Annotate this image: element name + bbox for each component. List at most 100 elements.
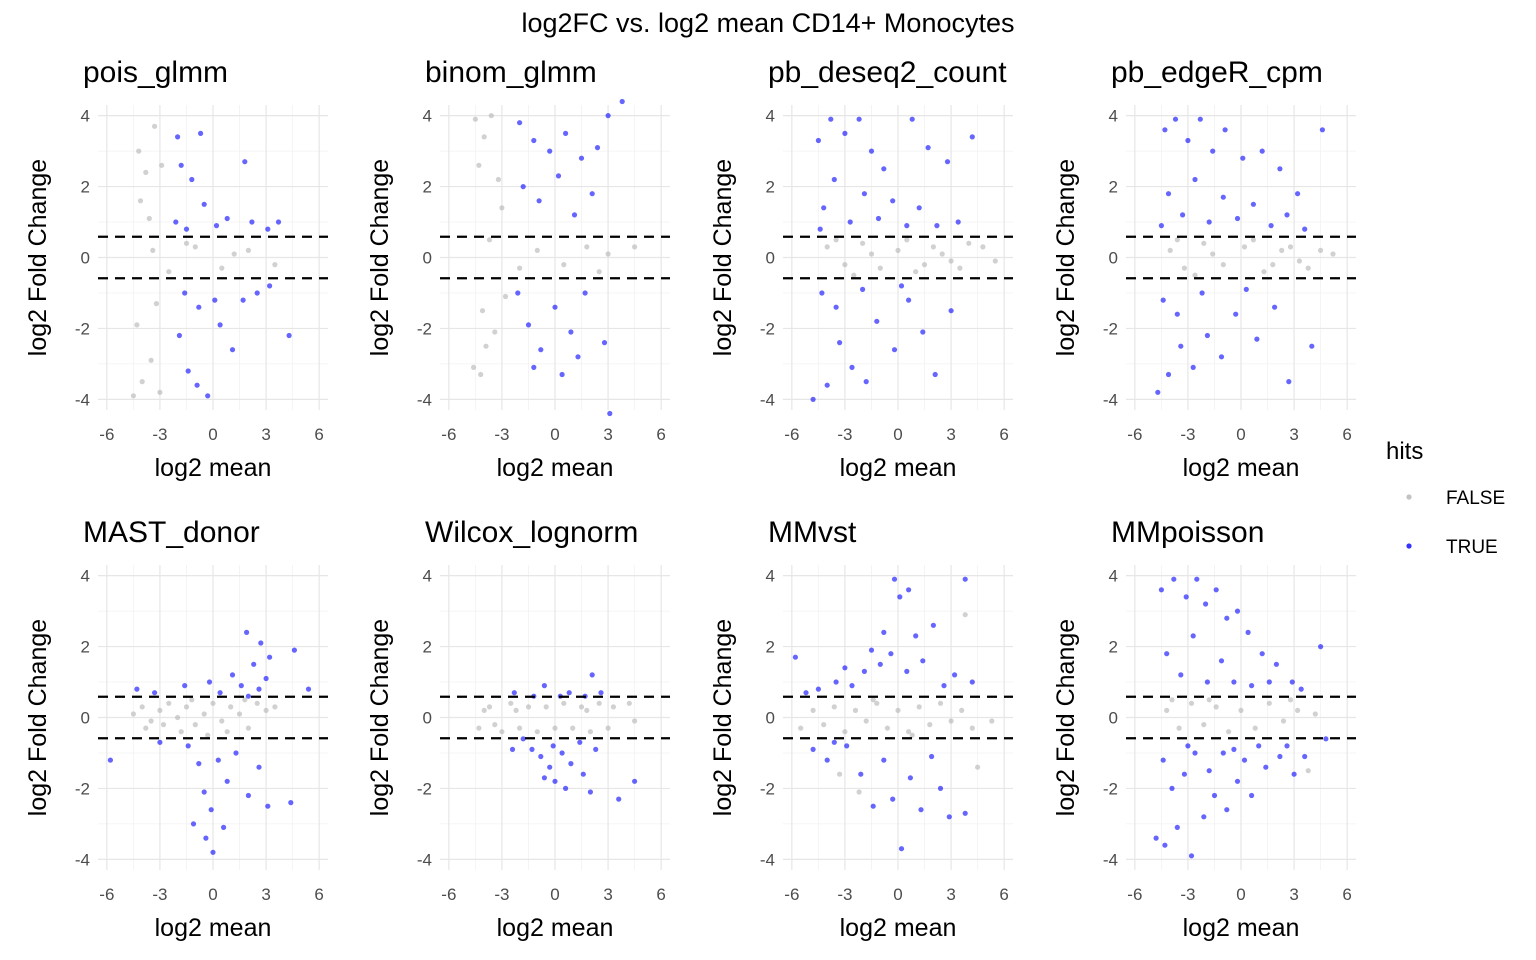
- data-point-false: [1241, 244, 1248, 250]
- data-point-true: [198, 130, 204, 136]
- data-point-false: [159, 162, 165, 168]
- x-axis-title: log2 mean: [155, 914, 272, 942]
- data-point-false: [130, 393, 136, 399]
- data-point-false: [1318, 247, 1324, 253]
- data-point-true: [541, 775, 548, 781]
- data-point-true: [824, 757, 830, 763]
- data-point-true: [175, 134, 181, 140]
- data-point-true: [509, 746, 516, 753]
- data-point-true: [1309, 343, 1315, 349]
- data-point-true: [589, 191, 595, 197]
- data-point-true: [185, 368, 191, 374]
- data-point-false: [534, 247, 540, 253]
- x-tick-label: 6: [314, 885, 323, 904]
- data-point-false: [272, 704, 278, 710]
- x-tick-label: 6: [656, 425, 665, 444]
- data-point-false: [906, 729, 912, 735]
- x-tick-label: 3: [946, 885, 955, 904]
- data-point-false: [877, 265, 883, 271]
- data-point-true: [1178, 672, 1184, 678]
- data-point-true: [511, 690, 517, 696]
- panel-title: MAST_donor: [83, 516, 260, 549]
- data-point-true: [1203, 601, 1209, 607]
- data-point-false: [517, 725, 523, 731]
- data-point-true: [930, 622, 937, 628]
- data-point-true: [157, 739, 163, 745]
- data-point-false: [178, 729, 184, 735]
- data-point-true: [525, 322, 532, 328]
- data-point-false: [492, 329, 498, 335]
- data-point-true: [244, 629, 250, 636]
- data-point-true: [632, 778, 638, 784]
- data-point-true: [242, 159, 248, 165]
- x-tick-label: 0: [208, 425, 217, 444]
- data-point-true: [849, 364, 855, 370]
- y-tick-label: 0: [766, 249, 775, 268]
- data-point-false: [499, 729, 505, 735]
- data-point-true: [196, 761, 202, 767]
- y-tick-label: 2: [766, 638, 775, 657]
- data-point-true: [1164, 651, 1170, 657]
- data-point-true: [1165, 371, 1172, 378]
- data-point-false: [148, 718, 154, 724]
- y-axis-title: log2 Fold Change: [24, 159, 52, 356]
- data-point-false: [492, 722, 498, 728]
- data-point-true: [1206, 219, 1212, 225]
- data-point-true: [305, 686, 312, 692]
- data-point-true: [176, 332, 182, 339]
- data-point-false: [937, 700, 944, 706]
- data-point-true: [594, 145, 601, 151]
- data-point-true: [920, 329, 926, 335]
- data-point-false: [219, 265, 225, 271]
- y-tick-label: -2: [760, 779, 775, 798]
- data-point-true: [875, 215, 882, 222]
- data-point-true: [291, 647, 297, 653]
- data-point-true: [1188, 853, 1195, 859]
- data-point-true: [547, 148, 553, 154]
- data-point-false: [192, 722, 198, 728]
- data-point-true: [821, 205, 827, 211]
- data-point-true: [217, 690, 223, 696]
- data-point-true: [550, 743, 556, 749]
- data-point-false: [1296, 258, 1302, 264]
- data-point-true: [538, 753, 544, 760]
- data-point-true: [1249, 683, 1255, 689]
- data-point-false: [552, 725, 558, 731]
- data-point-true: [520, 736, 526, 742]
- y-tick-label: -2: [760, 319, 775, 338]
- data-point-true: [1302, 226, 1308, 232]
- data-point-false: [483, 343, 489, 349]
- panel-pois_glmm: -6 -3 0 3 6 -4 -2 0 2 4 log2 mean log2 Fold Change p…: [24, 56, 328, 482]
- x-tick-label: 6: [314, 425, 323, 444]
- data-point-true: [1224, 615, 1230, 621]
- data-point-false: [219, 718, 225, 724]
- data-point-false: [1266, 700, 1272, 706]
- data-point-false: [1176, 725, 1182, 731]
- data-point-false: [913, 269, 919, 275]
- data-point-true: [1197, 116, 1203, 122]
- data-point-true: [552, 778, 558, 784]
- data-point-false: [863, 718, 869, 724]
- data-point-true: [1277, 753, 1283, 760]
- data-point-true: [858, 771, 864, 777]
- data-point-true: [213, 223, 220, 229]
- data-point-false: [150, 247, 156, 253]
- data-point-true: [803, 690, 809, 696]
- data-point-true: [870, 803, 876, 809]
- data-point-true: [217, 322, 223, 328]
- data-point-true: [849, 683, 855, 689]
- data-point-true: [932, 371, 938, 378]
- data-point-true: [1178, 343, 1184, 349]
- y-tick-label: 4: [81, 107, 90, 126]
- data-point-false: [962, 612, 968, 618]
- y-tick-label: 0: [766, 709, 775, 728]
- data-point-true: [860, 286, 866, 292]
- data-point-true: [1231, 746, 1237, 753]
- data-point-true: [1162, 127, 1168, 133]
- data-point-true: [593, 746, 599, 753]
- data-point-false: [495, 176, 501, 183]
- panel-MAST_donor: -6 -3 0 3 6 -4 -2 0 2 4 log2 mean log2 Fold Change M…: [24, 516, 328, 942]
- data-point-true: [541, 683, 548, 689]
- data-point-false: [1226, 729, 1232, 735]
- data-point-false: [584, 707, 590, 714]
